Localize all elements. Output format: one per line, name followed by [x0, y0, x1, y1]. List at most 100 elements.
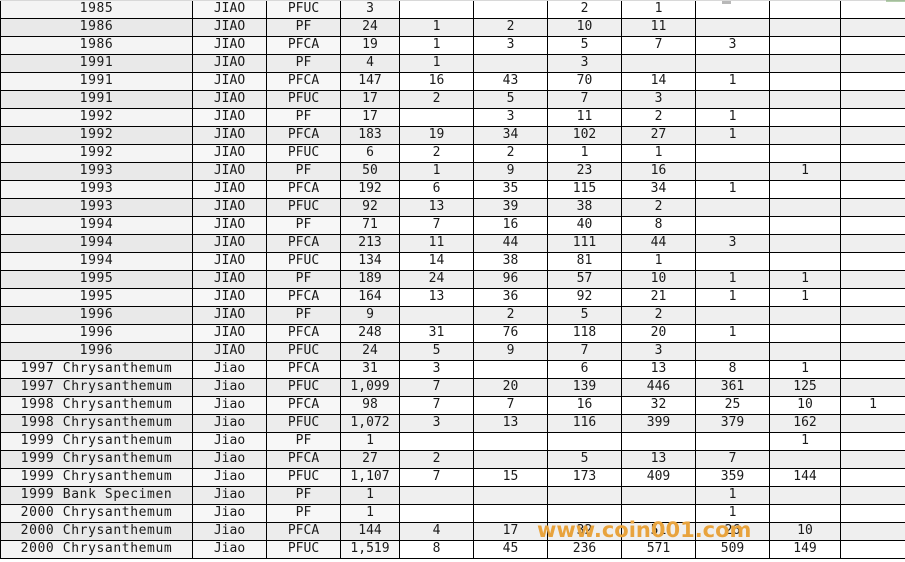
cell-g3[interactable]: 11 [547, 108, 622, 127]
cell-g2[interactable]: 2 [473, 18, 548, 37]
cell-total[interactable]: 147 [340, 72, 400, 91]
table-row[interactable]: 2000 Chrysanthemum Jiao PF 1 1 [0, 504, 905, 523]
cell-g3[interactable]: 32 [547, 522, 622, 541]
cell-g4[interactable]: 11 [621, 18, 696, 37]
cell-total[interactable]: 98 [340, 396, 400, 415]
cell-g4[interactable]: 3 [621, 342, 696, 361]
cell-g2[interactable]: 7 [473, 396, 548, 415]
cell-g4[interactable]: 7 [621, 36, 696, 55]
cell-grade[interactable]: PF [266, 162, 341, 181]
table-row[interactable]: 1999 Chrysanthemum Jiao PF 1 1 [0, 432, 905, 451]
cell-description[interactable]: 2000 Chrysanthemum [0, 504, 193, 523]
cell-description[interactable]: 1991 [0, 72, 193, 91]
cell-g3[interactable]: 139 [547, 378, 622, 397]
cell-grade[interactable]: PF [266, 306, 341, 325]
cell-total[interactable]: 1 [340, 432, 400, 451]
cell-g1[interactable]: 7 [399, 396, 474, 415]
cell-grade[interactable]: PFCA [266, 126, 341, 145]
cell-unit[interactable]: Jiao [192, 414, 267, 433]
cell-g3[interactable]: 1 [547, 144, 622, 163]
cell-g1[interactable]: 2 [399, 90, 474, 109]
table-row[interactable]: 1994 JIAO PFCA 213 11 44 111 44 3 [0, 234, 905, 253]
cell-description[interactable]: 1996 [0, 342, 193, 361]
cell-g7[interactable] [840, 486, 905, 505]
cell-description[interactable]: 1999 Chrysanthemum [0, 432, 193, 451]
cell-g7[interactable] [840, 0, 905, 19]
cell-g7[interactable] [840, 324, 905, 343]
cell-g7[interactable] [840, 90, 905, 109]
cell-unit[interactable]: JIAO [192, 54, 267, 73]
table-row[interactable]: 1995 JIAO PFCA 164 13 36 92 21 1 1 [0, 288, 905, 307]
cell-grade[interactable]: PFUC [266, 540, 341, 559]
cell-g5[interactable] [695, 144, 770, 163]
cell-g7[interactable] [840, 306, 905, 325]
cell-g3[interactable]: 7 [547, 342, 622, 361]
cell-grade[interactable]: PF [266, 486, 341, 505]
cell-unit[interactable]: JIAO [192, 252, 267, 271]
cell-g1[interactable]: 1 [399, 18, 474, 37]
cell-grade[interactable]: PF [266, 504, 341, 523]
cell-unit[interactable]: JIAO [192, 0, 267, 19]
cell-grade[interactable]: PF [266, 432, 341, 451]
cell-g2[interactable]: 20 [473, 378, 548, 397]
cell-g1[interactable] [399, 0, 474, 19]
cell-description[interactable]: 1993 [0, 180, 193, 199]
cell-g7[interactable] [840, 252, 905, 271]
cell-g6[interactable]: 1 [769, 360, 841, 379]
cell-total[interactable]: 1 [340, 504, 400, 523]
cell-total[interactable]: 71 [340, 216, 400, 235]
cell-g4[interactable]: 8 [621, 216, 696, 235]
cell-g4[interactable]: 13 [621, 360, 696, 379]
cell-g2[interactable]: 2 [473, 306, 548, 325]
cell-grade[interactable]: PFCA [266, 450, 341, 469]
cell-g6[interactable] [769, 486, 841, 505]
cell-grade[interactable]: PFUC [266, 378, 341, 397]
cell-g3[interactable] [547, 432, 622, 451]
cell-g4[interactable] [621, 486, 696, 505]
cell-g6[interactable]: 1 [769, 288, 841, 307]
cell-total[interactable]: 9 [340, 306, 400, 325]
cell-g2[interactable]: 9 [473, 162, 548, 181]
cell-grade[interactable]: PF [266, 216, 341, 235]
cell-g2[interactable]: 16 [473, 216, 548, 235]
cell-g2[interactable]: 38 [473, 252, 548, 271]
cell-total[interactable]: 27 [340, 450, 400, 469]
cell-total[interactable]: 189 [340, 270, 400, 289]
cell-g1[interactable]: 1 [399, 36, 474, 55]
cell-g3[interactable]: 7 [547, 90, 622, 109]
table-row[interactable]: 1991 JIAO PF 4 1 3 [0, 54, 905, 73]
cell-description[interactable]: 1998 Chrysanthemum [0, 396, 193, 415]
cell-g6[interactable] [769, 504, 841, 523]
cell-grade[interactable]: PFCA [266, 522, 341, 541]
cell-grade[interactable]: PFCA [266, 360, 341, 379]
cell-g3[interactable]: 5 [547, 450, 622, 469]
cell-g1[interactable]: 1 [399, 162, 474, 181]
cell-description[interactable]: 1999 Chrysanthemum [0, 468, 193, 487]
cell-g6[interactable] [769, 126, 841, 145]
cell-description[interactable]: 1999 Chrysanthemum [0, 450, 193, 469]
cell-grade[interactable]: PFCA [266, 288, 341, 307]
cell-g6[interactable]: 1 [769, 432, 841, 451]
cell-g2[interactable] [473, 54, 548, 73]
cell-unit[interactable]: JIAO [192, 144, 267, 163]
cell-total[interactable]: 6 [340, 144, 400, 163]
cell-g6[interactable] [769, 90, 841, 109]
cell-total[interactable]: 192 [340, 180, 400, 199]
table-row[interactable]: 1998 Chrysanthemum Jiao PFCA 98 7 7 16 32 25 10 1 [0, 396, 905, 415]
cell-g6[interactable] [769, 216, 841, 235]
cell-g6[interactable] [769, 324, 841, 343]
cell-description[interactable]: 1994 [0, 216, 193, 235]
cell-total[interactable]: 164 [340, 288, 400, 307]
cell-g7[interactable] [840, 36, 905, 55]
cell-g4[interactable]: 571 [621, 540, 696, 559]
table-row[interactable]: 1985 JIAO PFUC 3 2 1 [0, 0, 905, 19]
cell-g2[interactable]: 43 [473, 72, 548, 91]
cell-g5[interactable] [695, 342, 770, 361]
cell-unit[interactable]: Jiao [192, 450, 267, 469]
cell-g3[interactable]: 10 [547, 18, 622, 37]
table-row[interactable]: 1993 JIAO PF 50 1 9 23 16 1 [0, 162, 905, 181]
cell-g2[interactable]: 17 [473, 522, 548, 541]
cell-total[interactable]: 50 [340, 162, 400, 181]
cell-g5[interactable]: 1 [695, 108, 770, 127]
cell-total[interactable]: 1,099 [340, 378, 400, 397]
